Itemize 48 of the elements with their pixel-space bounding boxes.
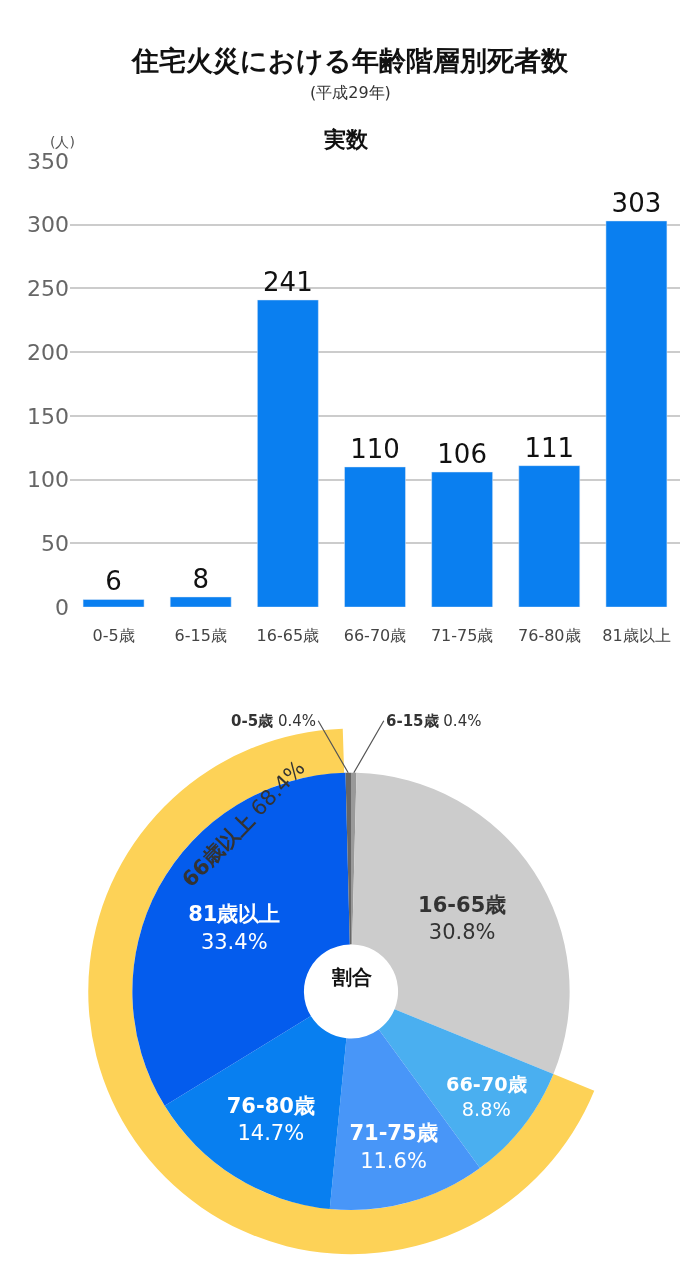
bar xyxy=(169,596,232,608)
text: 割合 xyxy=(331,965,372,989)
x-tick-label: 16-65歳 xyxy=(256,626,320,646)
data-label: 8.8% xyxy=(461,1098,511,1122)
data-label: 0.4% xyxy=(277,712,316,730)
data-label: 241 xyxy=(263,266,313,297)
x-tick-label: 66-70歳 xyxy=(343,626,407,646)
slice-label: 71-75歳 xyxy=(349,1121,438,1146)
slice-label: 0-5歳 xyxy=(231,712,274,730)
bar xyxy=(518,465,581,608)
y-tick-label: 350 xyxy=(27,148,69,174)
x-tick-label: 81歳以上 xyxy=(602,626,671,646)
text: 実数 xyxy=(323,127,369,152)
chart-title: 住宅火災における年齢階層別死者数 xyxy=(131,45,569,76)
bar xyxy=(344,466,406,608)
y-tick-label: 50 xyxy=(41,531,69,557)
data-label: 33.4% xyxy=(200,929,268,954)
data-label: 110 xyxy=(350,433,400,464)
x-tick-label: 71-75歳 xyxy=(430,626,494,646)
chart-subtitle: (平成29年) xyxy=(310,83,391,102)
bar xyxy=(605,220,668,608)
slice-label: 66-70歳 xyxy=(446,1073,527,1097)
bar xyxy=(257,299,319,608)
data-label: 303 xyxy=(611,187,662,218)
slice-label: 76-80歳 xyxy=(226,1094,315,1119)
x-tick-label: 0-5歳 xyxy=(92,626,135,646)
bar xyxy=(431,471,493,608)
data-label: 30.8% xyxy=(428,920,496,945)
y-tick-label: 0 xyxy=(55,594,69,620)
bar xyxy=(82,599,145,608)
y-tick-label: 100 xyxy=(27,467,69,493)
data-label: 111 xyxy=(524,432,575,463)
x-tick-label: 6-15歳 xyxy=(174,626,227,646)
y-tick-label: 250 xyxy=(27,276,69,302)
slice-label: 16-65歳 xyxy=(418,893,507,918)
data-label: 6 xyxy=(105,566,122,597)
data-label: 8 xyxy=(192,563,209,594)
slice-label: 81歳以上 xyxy=(188,902,281,927)
data-label: 14.7% xyxy=(237,1121,305,1146)
x-tick-label: 76-80歳 xyxy=(518,626,581,646)
y-tick-label: 300 xyxy=(27,212,69,238)
y-tick-label: 150 xyxy=(27,403,69,429)
slice-label: 6-15歳 xyxy=(386,712,439,730)
data-label: 106 xyxy=(437,439,487,470)
y-axis-title: (人) xyxy=(50,134,75,150)
data-label: 11.6% xyxy=(360,1148,427,1173)
y-tick-label: 200 xyxy=(27,339,69,365)
data-label: 0.4% xyxy=(443,712,482,730)
